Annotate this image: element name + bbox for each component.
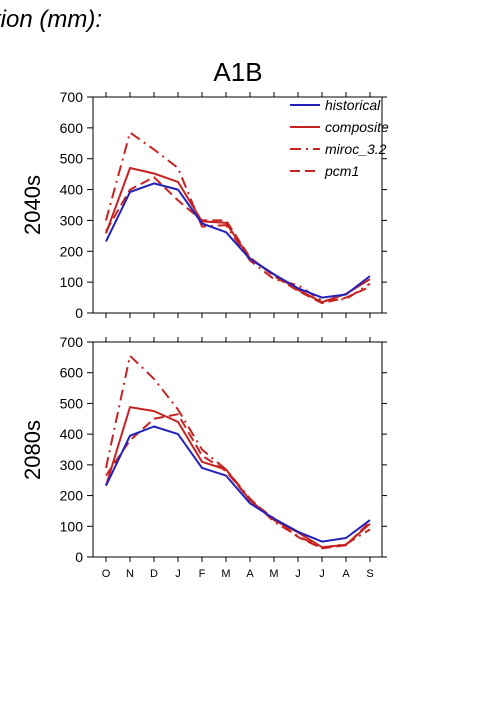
y-tick-label: 700 — [60, 334, 84, 350]
x-tick-label: J — [319, 568, 325, 580]
legend-label-miroc: miroc_3.2 — [325, 141, 387, 157]
legend-label-pcm1: pcm1 — [324, 163, 359, 179]
x-tick-label: O — [102, 568, 111, 580]
y-tick-label: 100 — [60, 274, 84, 290]
series-line-pcm1 — [105, 176, 371, 305]
x-tick-label: A — [246, 568, 254, 580]
y-tick-label: 500 — [60, 151, 84, 167]
series-line-pcm1 — [105, 413, 371, 550]
period-label: 2080s — [20, 420, 45, 480]
series-line-composite — [105, 406, 371, 549]
y-tick-label: 500 — [60, 395, 84, 411]
page-title: tion (mm): — [0, 6, 102, 33]
y-tick-label: 200 — [60, 243, 84, 259]
plot-frame — [92, 96, 383, 314]
series-line-miroc — [105, 354, 371, 549]
x-tick-label: J — [295, 568, 301, 580]
y-tick-label: 600 — [60, 120, 84, 136]
y-tick-label: 600 — [60, 365, 84, 381]
y-tick-label: 300 — [60, 457, 84, 473]
x-tick-label: S — [366, 568, 373, 580]
y-tick-label: 100 — [60, 518, 84, 534]
series-line-composite — [105, 167, 371, 304]
period-label: 2040s — [20, 175, 45, 235]
y-tick-label: 400 — [60, 182, 84, 198]
x-tick-label: F — [199, 568, 206, 580]
chart-panels: 0 100 200 300 400 500 600 700 2040s 0 100 200 300 400… — [20, 89, 387, 580]
y-tick-label: 700 — [60, 89, 84, 105]
panel-2080s: 0 100 200 300 400 500 600 700 O N D J F M A M J J A S 2080s — [20, 334, 387, 580]
y-tick-label: 200 — [60, 488, 84, 504]
x-tick-label: M — [269, 568, 278, 580]
panel-2040s: 0 100 200 300 400 500 600 700 2040s — [20, 89, 387, 321]
x-tick-label: A — [342, 568, 350, 580]
y-tick-label: 400 — [60, 426, 84, 442]
legend-label-historical: historical — [325, 97, 381, 113]
series-line-historical — [105, 425, 371, 543]
legend: historical composite miroc_3.2 pcm1 — [290, 97, 389, 179]
series-line-miroc — [105, 131, 371, 302]
scenario-label: A1B — [213, 57, 262, 87]
legend-label-composite: composite — [325, 119, 389, 135]
plot-frame — [92, 341, 383, 558]
x-tick-label: D — [150, 568, 158, 580]
y-tick-label: 300 — [60, 212, 84, 228]
x-tick-label: N — [126, 568, 134, 580]
x-tick-label: M — [221, 568, 230, 580]
x-tick-label: J — [175, 568, 181, 580]
y-tick-label: 0 — [75, 549, 83, 565]
series-line-historical — [105, 182, 371, 299]
y-tick-label: 0 — [75, 305, 83, 321]
